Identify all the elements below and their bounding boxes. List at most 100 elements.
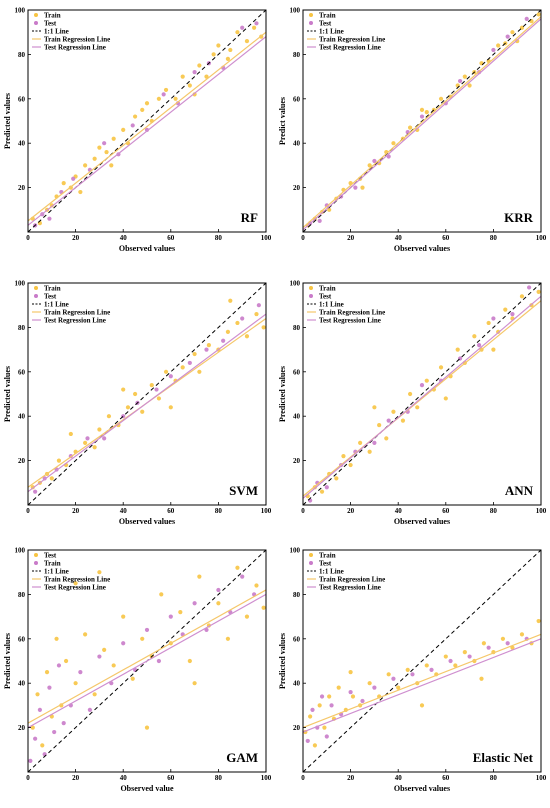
legend-label: Train xyxy=(44,12,61,20)
data-point xyxy=(130,123,135,128)
data-point xyxy=(424,110,429,115)
data-point xyxy=(235,565,240,570)
scatter-plot: 0 20 40 60 80 100 20 40 60 80 100 Observed values Pr… xyxy=(278,280,547,527)
data-point xyxy=(192,70,197,75)
data-point xyxy=(44,670,50,675)
data-point xyxy=(410,672,415,677)
data-point xyxy=(254,583,259,588)
legend-marker xyxy=(34,294,38,298)
chart-panel-1: 0 20 40 60 80 100 20 40 60 80 100 Observed values Pr… xyxy=(0,0,275,268)
x-tick-label: 40 xyxy=(120,507,128,515)
data-point xyxy=(30,725,35,730)
data-point xyxy=(83,163,88,168)
legend-marker xyxy=(309,553,313,557)
identity-line xyxy=(302,9,542,233)
data-point xyxy=(216,601,221,606)
data-point xyxy=(168,405,173,410)
data-point xyxy=(261,325,266,330)
data-point xyxy=(192,92,197,97)
data-point xyxy=(102,141,107,146)
data-point xyxy=(159,592,164,597)
data-point xyxy=(358,440,363,445)
data-point xyxy=(154,387,159,392)
data-point xyxy=(144,127,150,132)
data-point xyxy=(419,383,425,388)
data-point xyxy=(63,658,69,664)
data-point xyxy=(83,632,88,637)
x-tick-label: 20 xyxy=(72,507,80,515)
data-point xyxy=(467,83,472,88)
scatter-plot: 0 20 40 60 80 100 20 40 60 80 100 Observed values Pr… xyxy=(278,547,547,794)
data-point xyxy=(384,436,389,441)
data-point xyxy=(144,101,150,106)
data-point xyxy=(327,207,332,212)
y-tick-label: 40 xyxy=(18,140,26,148)
legend-marker xyxy=(34,553,38,557)
legend-label: 1:1 Line xyxy=(319,568,344,576)
x-tick-label: 40 xyxy=(395,234,403,242)
data-point xyxy=(334,476,339,481)
legend-label: Train xyxy=(319,552,336,560)
x-axis-label: Observed values xyxy=(119,517,175,526)
identity-line xyxy=(302,549,542,773)
data-point xyxy=(168,374,173,379)
data-point xyxy=(496,43,501,48)
data-point xyxy=(319,694,325,699)
test-regression-line xyxy=(27,313,267,493)
test-regression-line xyxy=(302,295,542,499)
data-point xyxy=(453,663,458,668)
data-point xyxy=(515,38,520,44)
data-point xyxy=(536,618,541,624)
y-tick-label: 40 xyxy=(18,413,26,421)
data-point xyxy=(180,365,185,370)
data-point xyxy=(216,43,221,48)
series-train xyxy=(28,574,257,763)
data-point xyxy=(486,645,491,650)
data-point xyxy=(87,707,92,712)
x-tick-label: 20 xyxy=(347,507,355,515)
model-title: KRR xyxy=(504,210,534,225)
x-tick-label: 60 xyxy=(167,507,175,515)
legend-label: Train Regression Line xyxy=(319,309,385,317)
y-axis-label: Predicted values xyxy=(278,366,287,422)
x-tick-label: 100 xyxy=(536,774,547,782)
data-point xyxy=(78,189,83,195)
data-point xyxy=(61,721,66,726)
plot-frame xyxy=(27,9,267,233)
data-point xyxy=(481,641,486,646)
data-point xyxy=(33,736,38,741)
x-tick-label: 20 xyxy=(72,234,80,242)
data-point xyxy=(235,320,240,326)
test-regression-line xyxy=(27,593,267,729)
legend-label: 1:1 Line xyxy=(319,301,344,309)
scatter-plot: 0 20 40 60 80 100 20 40 60 80 100 Observed values Pr… xyxy=(278,7,547,254)
train-regression-line xyxy=(302,16,542,229)
data-point xyxy=(109,163,114,168)
legend-label: Train Regression Line xyxy=(44,309,110,317)
y-tick-label: 100 xyxy=(15,547,26,555)
y-tick-label: 20 xyxy=(18,184,26,192)
data-point xyxy=(225,329,231,334)
model-title: SVM xyxy=(229,483,258,498)
y-tick-label: 40 xyxy=(293,413,301,421)
data-point xyxy=(244,38,250,44)
data-point xyxy=(102,647,107,652)
data-point xyxy=(486,320,491,326)
data-point xyxy=(221,338,226,343)
data-point xyxy=(317,218,322,223)
test-regression-line xyxy=(27,36,267,226)
data-point xyxy=(353,185,358,190)
data-point xyxy=(391,141,396,146)
data-point xyxy=(47,685,52,690)
data-point xyxy=(187,83,192,88)
x-tick-label: 20 xyxy=(72,774,80,782)
chart-panel-6: 0 20 40 60 80 100 20 40 60 80 100 Observed values Pr… xyxy=(275,540,550,808)
y-axis-label: Predicted values xyxy=(278,633,287,689)
data-point xyxy=(192,681,197,686)
legend-label: Test xyxy=(319,560,332,568)
data-point xyxy=(408,125,413,130)
plot-frame xyxy=(27,549,267,773)
series-test xyxy=(33,21,259,228)
data-point xyxy=(415,405,420,410)
